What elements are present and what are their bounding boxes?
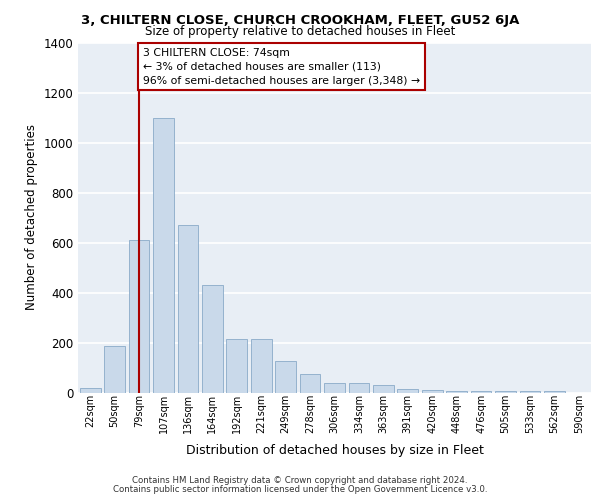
- Bar: [104, 346, 125, 393]
- Bar: [520, 391, 541, 392]
- Bar: [178, 225, 199, 392]
- Bar: [397, 389, 418, 392]
- Text: Contains HM Land Registry data © Crown copyright and database right 2024.: Contains HM Land Registry data © Crown c…: [132, 476, 468, 485]
- Bar: [80, 388, 101, 392]
- Text: Size of property relative to detached houses in Fleet: Size of property relative to detached ho…: [145, 25, 455, 38]
- Bar: [226, 339, 247, 392]
- Bar: [299, 374, 320, 392]
- Bar: [202, 285, 223, 393]
- Bar: [495, 391, 516, 392]
- Text: 3, CHILTERN CLOSE, CHURCH CROOKHAM, FLEET, GU52 6JA: 3, CHILTERN CLOSE, CHURCH CROOKHAM, FLEE…: [81, 14, 519, 27]
- Bar: [153, 118, 174, 392]
- Bar: [470, 391, 491, 392]
- Bar: [349, 382, 370, 392]
- Bar: [446, 391, 467, 392]
- X-axis label: Distribution of detached houses by size in Fleet: Distribution of detached houses by size …: [185, 444, 484, 458]
- Text: Contains public sector information licensed under the Open Government Licence v3: Contains public sector information licen…: [113, 485, 487, 494]
- Bar: [251, 339, 272, 392]
- Bar: [324, 382, 345, 392]
- Bar: [373, 385, 394, 392]
- Text: 3 CHILTERN CLOSE: 74sqm
← 3% of detached houses are smaller (113)
96% of semi-de: 3 CHILTERN CLOSE: 74sqm ← 3% of detached…: [143, 48, 420, 86]
- Bar: [422, 390, 443, 392]
- Bar: [275, 361, 296, 392]
- Bar: [128, 240, 149, 392]
- Y-axis label: Number of detached properties: Number of detached properties: [25, 124, 38, 310]
- Bar: [544, 391, 565, 392]
